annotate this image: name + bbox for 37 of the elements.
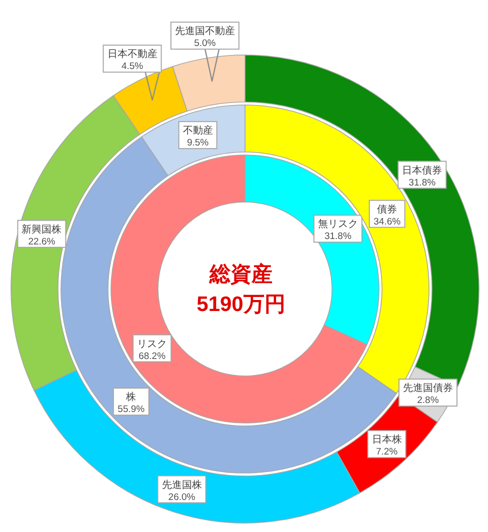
label: 先進国株 26.0% bbox=[157, 475, 206, 504]
data-label: 22.6% bbox=[28, 236, 56, 248]
data-label: 55.9% bbox=[118, 404, 146, 416]
label: 新興国株 22.6% bbox=[17, 220, 66, 248]
label: 債券 34.6% bbox=[368, 200, 406, 228]
slice-label: 先進国株 bbox=[162, 478, 202, 491]
center-text: 総資産 5190万円 bbox=[196, 263, 286, 316]
label: 日本株 7.2% bbox=[367, 430, 406, 458]
slice-label: 先進国不動産 bbox=[174, 25, 235, 38]
slice-label: 日本株 bbox=[372, 434, 402, 446]
data-label: 34.6% bbox=[374, 216, 402, 228]
slice-label: 日本不動産 bbox=[107, 48, 158, 60]
label: 株 55.9% bbox=[112, 388, 150, 416]
label: 先進国債券 2.8% bbox=[398, 378, 458, 407]
data-label: 5.0% bbox=[194, 38, 216, 50]
data-label: 31.8% bbox=[408, 177, 436, 188]
data-label: 31.8% bbox=[324, 231, 352, 242]
slice-label: 先進国債券 bbox=[402, 382, 453, 394]
slice-label: 債券 bbox=[377, 203, 398, 216]
slice-label: 無リスク bbox=[318, 218, 358, 230]
data-label: 9.5% bbox=[186, 138, 210, 149]
label: 不動産 9.5% bbox=[178, 121, 218, 150]
label: 先進国不動産 5.0% bbox=[170, 22, 240, 82]
data-label: 68.2% bbox=[138, 350, 166, 362]
label: 無リスク 31.8% bbox=[313, 214, 362, 243]
label: リスク 68.2% bbox=[132, 334, 172, 362]
data-label: 26.0% bbox=[168, 492, 196, 503]
data-label: 4.5% bbox=[121, 61, 144, 72]
slice-label: リスク bbox=[137, 338, 168, 350]
data-label: 7.2% bbox=[376, 446, 398, 458]
data-label: 2.8% bbox=[417, 395, 440, 406]
slice-label: 新興国株 bbox=[22, 223, 62, 236]
label: 日本不動産 4.5% bbox=[102, 44, 162, 101]
slice-label: 不動産 bbox=[182, 124, 213, 137]
label: 日本債券 31.8% bbox=[398, 160, 447, 189]
slice-label: 日本債券 bbox=[402, 164, 442, 176]
slice-label: 株 bbox=[125, 391, 136, 404]
